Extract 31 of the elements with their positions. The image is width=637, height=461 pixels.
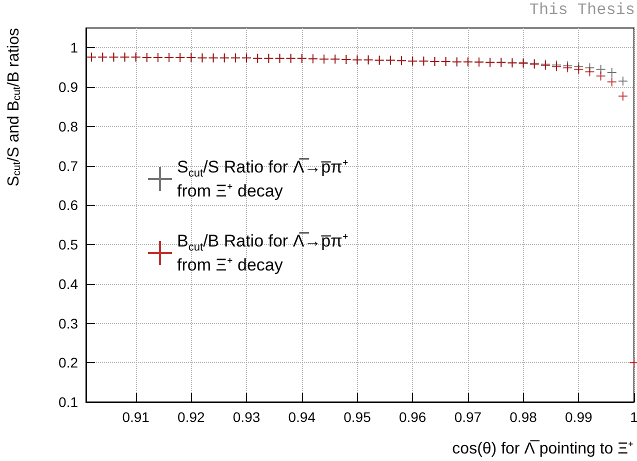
y-tick-label: 0.4: [58, 276, 78, 292]
text: This Thesis: [529, 1, 636, 19]
x-tick-label: 0.97: [454, 409, 482, 425]
point: [606, 67, 617, 78]
x-tick-label: 0.98: [510, 409, 538, 425]
y-axis-title: Scut/S and Bcut/B ratios: [6, 28, 24, 186]
x-tick-label: 0.96: [398, 409, 426, 425]
x-tick-label: 0.94: [288, 409, 316, 425]
point: [574, 64, 584, 74]
x-tick-label: 0.93: [232, 409, 260, 425]
x-tick-label: 1: [630, 409, 637, 425]
y-tick-label: 0.7: [58, 158, 78, 174]
point: [618, 76, 628, 86]
y-tick-label: 0.8: [58, 118, 78, 134]
y-tick-label: 0.5: [58, 236, 78, 253]
point: [596, 64, 606, 74]
x-tick-label: 0.95: [344, 409, 372, 425]
y-tick-label: 0.1: [58, 394, 78, 410]
point: [606, 76, 617, 87]
y-tick-label: 0.2: [58, 354, 78, 371]
point: [584, 66, 595, 77]
x-axis-title: cos(θ) for Λ̅ pointing to Ξ⁺: [452, 440, 633, 458]
point: [618, 91, 628, 102]
y-tick-label: 0.9: [58, 79, 78, 96]
y-tick-label: 0.6: [58, 197, 78, 214]
x-tick-label: 0.99: [565, 409, 592, 425]
point: [596, 71, 606, 82]
y-tick-label: 1: [70, 40, 78, 56]
x-tick-label: 0.91: [122, 409, 150, 425]
x-tick-label: 0.92: [178, 409, 206, 425]
y-tick-label: 0.3: [58, 315, 78, 332]
